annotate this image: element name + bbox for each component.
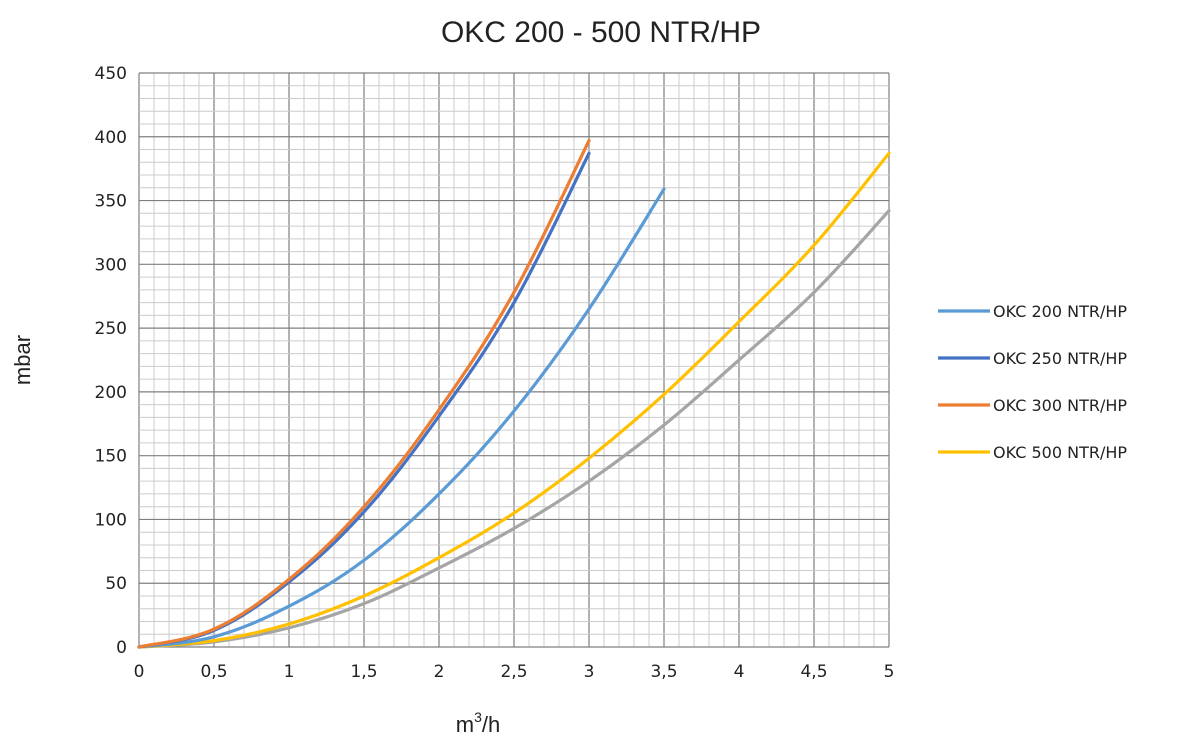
y-tick-label: 300 (95, 255, 127, 275)
series-line-okc-500-ntr-hp (137, 151, 891, 649)
y-tick-label: 200 (95, 383, 127, 403)
legend-label: OKC 500 NTR/HP (993, 443, 1127, 462)
y-tick-label: 100 (95, 510, 127, 530)
plot-grid (138, 72, 890, 648)
y-tick-label: 400 (95, 128, 127, 148)
x-tick-label: 0,5 (200, 662, 227, 682)
x-tick-label: 5 (884, 662, 895, 682)
x-tick-label: 4,5 (800, 662, 827, 682)
chart-title: OKC 200 - 500 NTR/HP (441, 16, 761, 49)
y-tick-label: 250 (95, 319, 127, 339)
series-line-okc-300-ntr-hp (137, 139, 591, 649)
x-axis-ticks: 0 0,5 1 1,5 2 2,5 3 3,5 4 4,5 5 (134, 662, 895, 682)
legend-label: OKC 200 NTR/HP (993, 302, 1127, 321)
x-tick-label: 3 (584, 662, 595, 682)
y-tick-label: 150 (95, 447, 127, 467)
y-tick-label: 0 (116, 638, 127, 658)
series-lines (137, 139, 891, 649)
x-axis-label-rest: /h (482, 712, 500, 737)
legend-label: OKC 250 NTR/HP (993, 349, 1127, 368)
y-axis-label: mbar (10, 335, 35, 385)
legend-label: OKC 300 NTR/HP (993, 396, 1127, 415)
x-tick-label: 2 (434, 662, 445, 682)
series-line-unlabeled-0 (137, 209, 891, 649)
x-tick-label: 2,5 (500, 662, 527, 682)
y-tick-label: 350 (95, 192, 127, 212)
x-tick-label: 4 (734, 662, 745, 682)
x-tick-label: 0 (134, 662, 145, 682)
x-tick-label: 1 (284, 662, 295, 682)
x-tick-label: 3,5 (650, 662, 677, 682)
legend: OKC 200 NTR/HP OKC 250 NTR/HP OKC 300 NTR/… (938, 302, 1127, 462)
y-tick-label: 450 (95, 64, 127, 84)
x-tick-label: 1,5 (350, 662, 377, 682)
series-line-okc-200-ntr-hp (137, 187, 666, 649)
x-axis-label-base: m (456, 712, 474, 737)
x-axis-label-superscript: 3 (474, 709, 482, 725)
y-axis-ticks: 0 50 100 150 200 250 300 350 400 450 (95, 64, 127, 658)
x-axis-label: m3/h (456, 709, 500, 737)
y-tick-label: 50 (105, 574, 127, 594)
